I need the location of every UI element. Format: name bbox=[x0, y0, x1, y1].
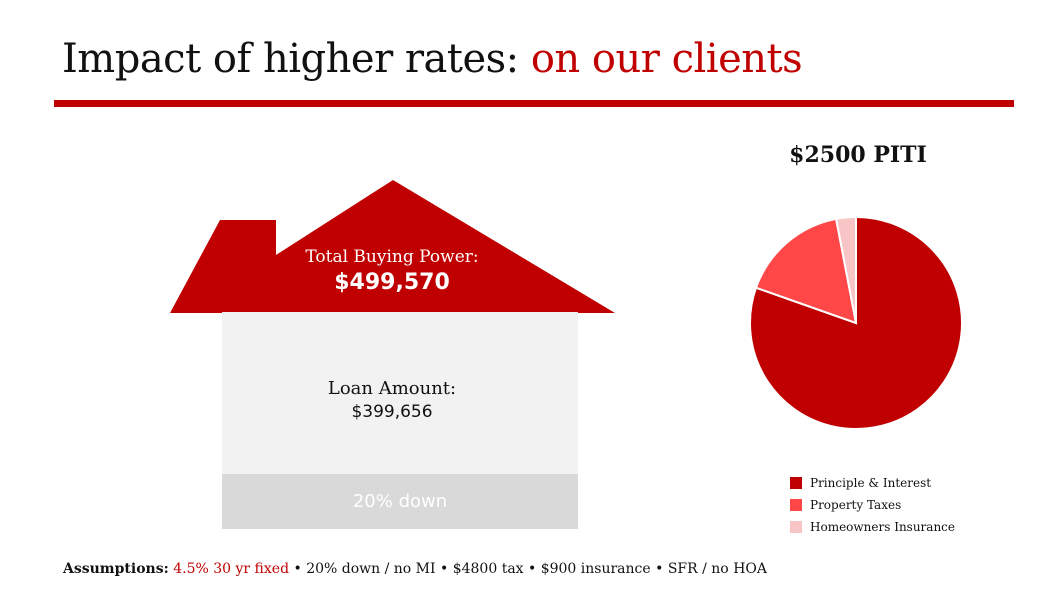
pie-slice-homeowners-insurance bbox=[834, 216, 857, 324]
legend-label: Homeowners Insurance bbox=[810, 520, 956, 534]
chart-title: $2500 PITI bbox=[789, 142, 927, 168]
house-roof bbox=[170, 180, 615, 313]
legend-label: Property Taxes bbox=[810, 498, 902, 512]
legend-swatch bbox=[790, 499, 802, 511]
assumptions-details: • 20% down / no MI • $4800 tax • $900 in… bbox=[293, 561, 767, 577]
roof-shape bbox=[170, 180, 615, 313]
house-body bbox=[222, 312, 578, 474]
pie-slice-property-taxes bbox=[754, 217, 858, 325]
title-underline bbox=[54, 100, 1014, 107]
piti-pie-chart bbox=[749, 216, 963, 430]
buying-power-label: Total Buying Power: bbox=[305, 247, 479, 267]
legend-swatch bbox=[790, 477, 802, 489]
chart-legend: Principle & Interest Property Taxes Home… bbox=[790, 472, 955, 538]
down-payment-band: 20% down bbox=[222, 474, 578, 529]
buying-power-value: $499,570 bbox=[334, 270, 450, 295]
legend-label: Principle & Interest bbox=[810, 476, 932, 490]
legend-swatch bbox=[790, 521, 802, 533]
loan-amount-label: Loan Amount: bbox=[327, 378, 457, 399]
assumptions-footer: Assumptions: 4.5% 30 yr fixed • 20% down… bbox=[63, 561, 767, 577]
assumptions-label: Assumptions: bbox=[63, 561, 169, 577]
assumptions-rate: 4.5% 30 yr fixed bbox=[173, 561, 290, 577]
legend-item-principal-interest: Principle & Interest bbox=[790, 472, 955, 494]
slide-title: Impact of higher rates: on our clients bbox=[62, 36, 803, 82]
title-accent: on our clients bbox=[530, 36, 803, 82]
title-main: Impact of higher rates: bbox=[62, 36, 519, 82]
loan-amount-value: $399,656 bbox=[351, 402, 433, 422]
legend-item-homeowners-insurance: Homeowners Insurance bbox=[790, 516, 955, 538]
legend-item-property-taxes: Property Taxes bbox=[790, 494, 955, 516]
